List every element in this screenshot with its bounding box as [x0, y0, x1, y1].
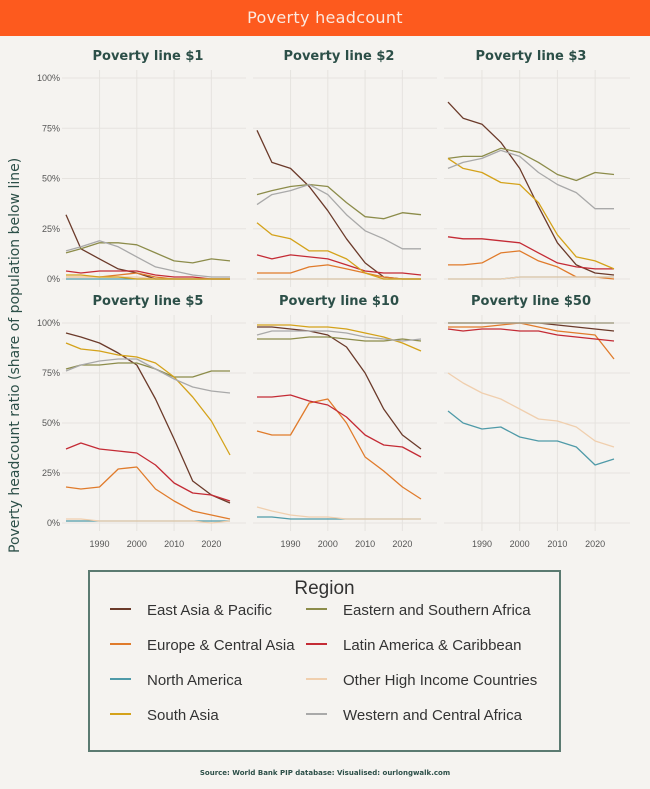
- panel-5-series-east-asia-and-pacific: [257, 326, 422, 450]
- panel-6-series-other-high-income-countries: [447, 372, 615, 448]
- panel-4-series-latin-america-and-caribbean: [65, 442, 231, 502]
- panel-5-series-other-high-income-countries: [256, 506, 421, 520]
- y-tick-label: 25%: [42, 468, 60, 478]
- y-tick-label: 25%: [42, 224, 60, 234]
- x-tick-label: 2020: [392, 539, 412, 549]
- legend-key-swatch: [110, 713, 131, 716]
- legend-item-europe-and-central-asia: Europe & Central Asia: [110, 637, 295, 654]
- panel-6-series-europe-and-central-asia: [448, 322, 615, 360]
- panel-2-series-eastern-and-southern-africa: [256, 183, 422, 220]
- legend-item-label: Western and Central Africa: [343, 707, 522, 724]
- chart-title: Poverty headcount: [247, 8, 403, 27]
- legend-item-label: East Asia & Pacific: [147, 602, 273, 619]
- legend-item-south-asia: South Asia: [110, 707, 219, 724]
- legend-key-swatch: [306, 713, 327, 716]
- y-tick-label: 0%: [47, 518, 60, 528]
- panel-1-series-latin-america-and-caribbean: [65, 270, 230, 280]
- x-tick-label: 2010: [164, 539, 184, 549]
- legend-item-label: North America: [147, 672, 243, 689]
- panel-1-series-east-asia-and-pacific: [65, 214, 230, 280]
- panel-4-series-south-asia: [65, 342, 231, 456]
- legend-item-eastern-and-southern-africa: Eastern and Southern Africa: [306, 602, 531, 619]
- y-tick-label: 75%: [42, 123, 60, 133]
- panel-1-series-south-asia: [66, 274, 230, 280]
- legend-item-other-high-income-countries: Other High Income Countries: [306, 672, 537, 689]
- legend-key-swatch: [110, 643, 131, 646]
- legend-item-latin-america-and-caribbean: Latin America & Caribbean: [306, 637, 521, 654]
- panel-6-title: Poverty line $50: [471, 294, 591, 309]
- panel-3-series-other-high-income-countries: [448, 276, 614, 280]
- panel-4-series-east-asia-and-pacific: [65, 332, 231, 504]
- panel-2-series-europe-and-central-asia: [257, 264, 421, 280]
- x-tick-label: 2000: [318, 539, 338, 549]
- panel-5-series-europe-and-central-asia: [256, 398, 422, 500]
- small-multiples-chart: Poverty line $1 0% 25% 50% 75% 100% Poverty li…: [37, 49, 630, 549]
- panel-3-series-east-asia-and-pacific: [447, 101, 615, 276]
- x-tick-label: 2000: [127, 539, 147, 549]
- panel-1-series-western-and-central-africa: [65, 240, 230, 278]
- legend-item-label: Europe & Central Asia: [147, 637, 295, 654]
- panel-4-series-eastern-and-southern-africa: [65, 362, 230, 378]
- legend-item-label: Other High Income Countries: [343, 672, 538, 689]
- panel-3-series-eastern-and-southern-africa: [447, 147, 615, 182]
- legend-key-swatch: [306, 678, 327, 681]
- legend-item-east-asia-and-pacific: East Asia & Pacific: [110, 602, 272, 619]
- y-tick-label: 0%: [47, 274, 60, 284]
- panel-1-title: Poverty line $1: [93, 49, 204, 64]
- legend-item-label: South Asia: [147, 707, 219, 724]
- panel-2-series-western-and-central-africa: [256, 183, 421, 250]
- x-tick-label: 2010: [355, 539, 375, 549]
- x-tick-label: 2020: [201, 539, 221, 549]
- x-tick-label: 1990: [90, 539, 110, 549]
- panel-5-series-western-and-central-africa: [256, 330, 422, 342]
- panel-2-title: Poverty line $2: [284, 49, 395, 64]
- y-tick-label: 75%: [42, 368, 60, 378]
- x-tick-label: 2020: [585, 539, 605, 549]
- panel-4-title: Poverty line $5: [93, 294, 204, 309]
- panel-2-series-latin-america-and-caribbean: [256, 254, 422, 276]
- panel-3-series-latin-america-and-caribbean: [447, 236, 614, 270]
- panel-2-series-south-asia: [256, 222, 421, 280]
- chart-title-banner: Poverty headcount: [0, 0, 650, 36]
- panel-1-series-eastern-and-southern-africa: [65, 242, 231, 264]
- legend-item-label: Latin America & Caribbean: [343, 637, 522, 654]
- x-tick-label: 2000: [510, 539, 530, 549]
- x-tick-label: 1990: [281, 539, 301, 549]
- legend-key-swatch: [306, 608, 327, 611]
- legend-key-swatch: [110, 608, 131, 611]
- panel-4-series-western-and-central-africa: [65, 358, 231, 394]
- legend-key-swatch: [110, 678, 131, 681]
- legend-key-swatch: [306, 643, 327, 646]
- legend-item-north-america: North America: [110, 672, 242, 689]
- y-tick-label: 100%: [37, 73, 60, 83]
- legend-item-label: Eastern and Southern Africa: [343, 602, 531, 619]
- panel-3-series-europe-and-central-asia: [448, 250, 615, 280]
- legend-item-western-and-central-africa: Western and Central Africa: [306, 707, 522, 724]
- y-tick-label: 50%: [42, 418, 60, 428]
- panel-3-series-south-asia: [447, 157, 615, 270]
- panel-5-series-latin-america-and-caribbean: [257, 394, 422, 458]
- panel-4-series-other-high-income-countries: [66, 518, 231, 524]
- panel-4-series-europe-and-central-asia: [65, 466, 231, 520]
- source-note: Source: World Bank PIP database: Visuali…: [199, 769, 451, 777]
- legend: Region East Asia & Pacific Eastern and So…: [88, 570, 561, 752]
- panel-6-series-latin-america-and-caribbean: [447, 328, 615, 342]
- x-tick-label: 2010: [547, 539, 567, 549]
- y-tick-label: 50%: [42, 174, 60, 184]
- panel-3-series-western-and-central-africa: [447, 149, 614, 210]
- x-tick-label: 1990: [472, 539, 492, 549]
- panel-6-series-north-america: [447, 410, 615, 466]
- legend-title: Region: [294, 578, 355, 599]
- panel-3-title: Poverty line $3: [476, 49, 587, 64]
- panel-5-title: Poverty line $10: [279, 294, 399, 309]
- y-tick-label: 100%: [37, 318, 60, 328]
